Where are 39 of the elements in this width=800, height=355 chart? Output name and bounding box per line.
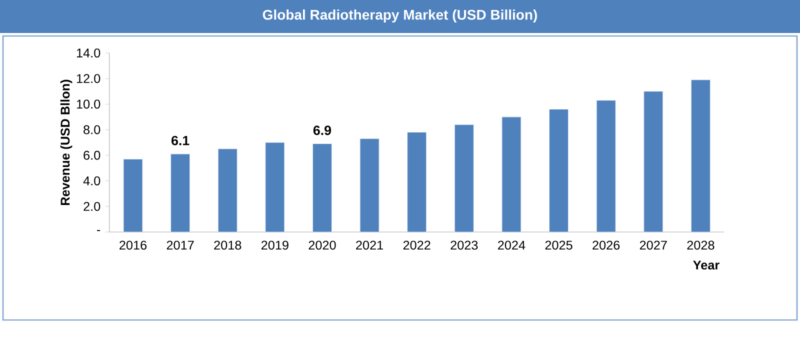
bar xyxy=(170,154,190,232)
x-tick-label: 2018 xyxy=(214,240,242,250)
x-tick-label: 2025 xyxy=(545,240,572,250)
y-tick-label: 2.0 xyxy=(84,202,100,211)
x-tick-label: 2026 xyxy=(592,240,620,250)
bar xyxy=(312,144,332,232)
data-label: 6.1 xyxy=(172,136,190,146)
y-tick-label: 14.0 xyxy=(76,48,100,58)
bar xyxy=(218,148,238,232)
y-tick-label: 6.0 xyxy=(84,150,100,160)
x-tick-label: 2019 xyxy=(261,240,288,250)
bar xyxy=(454,124,474,232)
bar xyxy=(549,108,569,232)
x-tick-label: 2021 xyxy=(356,240,383,250)
bar xyxy=(596,100,616,232)
x-tick-label: 2016 xyxy=(120,240,147,250)
y-tick-label: 4.0 xyxy=(83,176,100,186)
y-tick-label: 8.0 xyxy=(84,125,100,134)
bar xyxy=(265,142,285,232)
x-axis-title: Year xyxy=(693,260,720,270)
bar xyxy=(360,138,380,232)
bar xyxy=(407,132,427,232)
bar xyxy=(644,91,664,232)
x-tick-label: 2022 xyxy=(403,240,430,250)
x-tick-label: 2024 xyxy=(498,240,526,250)
bar xyxy=(502,116,522,232)
x-tick-label: 2017 xyxy=(166,240,194,250)
x-tick-label: 2023 xyxy=(450,240,478,250)
chart-title: Global Radiotherapy Market (USD Billion) xyxy=(262,9,537,23)
x-tick-label: 2028 xyxy=(687,240,714,250)
y-tick-label: 12.0 xyxy=(76,74,100,84)
bar xyxy=(123,158,143,232)
y-tick-label: - xyxy=(96,230,100,232)
data-label: 6.9 xyxy=(313,126,332,136)
y-axis-title: Revenue (USD Bllon) xyxy=(60,80,72,205)
bar xyxy=(690,80,710,232)
y-tick-label: 10.0 xyxy=(76,100,100,109)
x-tick-label: 2027 xyxy=(640,240,667,250)
x-tick-label: 2020 xyxy=(308,240,336,250)
